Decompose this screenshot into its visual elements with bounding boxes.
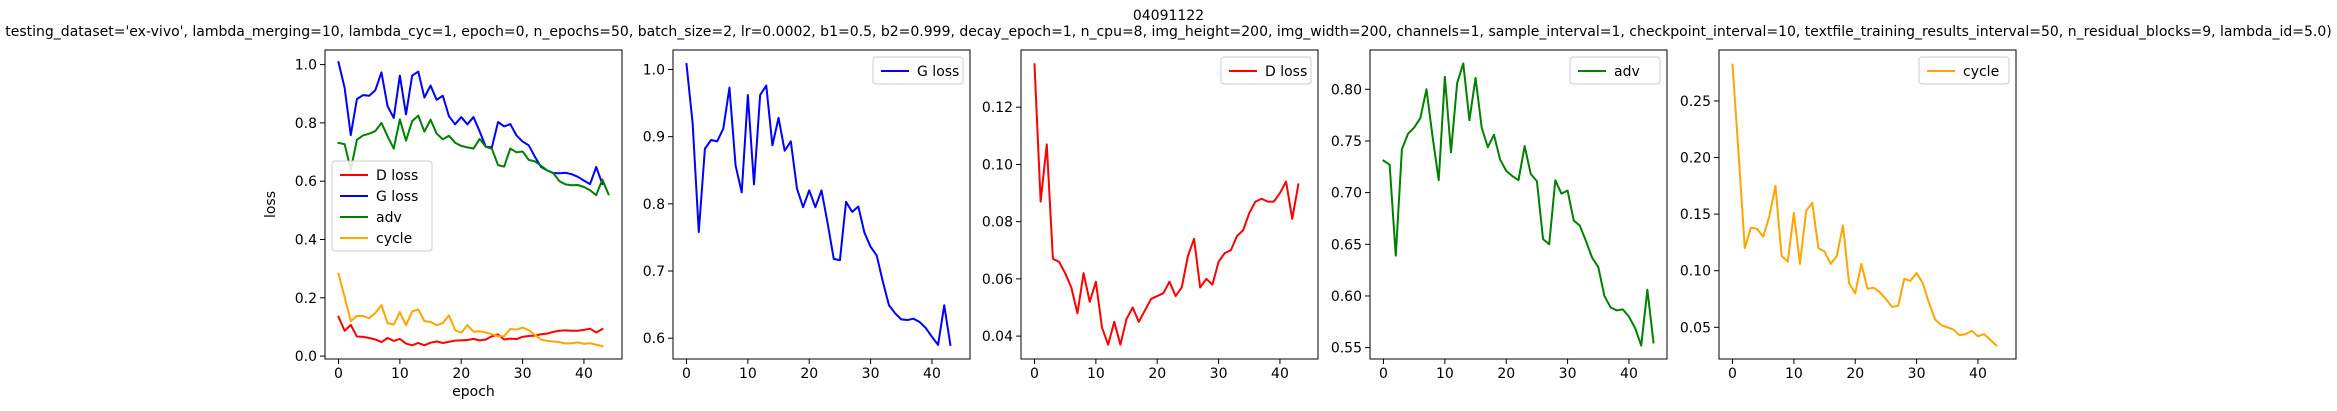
x-tick-label: 40 bbox=[1271, 366, 1289, 382]
series-line-g-loss bbox=[337, 61, 604, 186]
y-tick-label: 0.20 bbox=[1680, 151, 1711, 167]
y-tick-label: 0.8 bbox=[643, 197, 665, 213]
y-tick-label: 0.4 bbox=[295, 232, 317, 248]
x-tick-label: 40 bbox=[1620, 366, 1638, 382]
x-tick-label: 30 bbox=[862, 366, 880, 382]
series-line-d-loss bbox=[337, 315, 604, 347]
x-tick-label: 0 bbox=[1379, 366, 1388, 382]
x-tick-label: 0 bbox=[1030, 366, 1039, 382]
y-tick-label: 0.25 bbox=[1680, 94, 1711, 110]
x-tick-label: 20 bbox=[1846, 366, 1864, 382]
y-tick-label: 0.15 bbox=[1680, 207, 1711, 223]
y-tick-label: 0.7 bbox=[643, 264, 665, 280]
y-axis-label: loss bbox=[263, 191, 279, 218]
subplot-2: 0 10 20 30 40 0.6 0.7 0.8 0.9 1.0 G loss bbox=[643, 49, 971, 382]
legend-box bbox=[1569, 56, 1661, 85]
legend-entry: adv bbox=[376, 210, 402, 226]
legend-entry: cycle bbox=[1963, 64, 1999, 80]
y-tick-label: 0.06 bbox=[982, 272, 1013, 288]
legend-box bbox=[1918, 56, 2010, 85]
legend: adv bbox=[1569, 56, 1661, 85]
y-tick-label: 0.6 bbox=[295, 174, 317, 190]
x-tick-label: 30 bbox=[514, 366, 532, 382]
legend-entry: D loss bbox=[1265, 64, 1307, 80]
x-axis-label: epoch bbox=[452, 384, 495, 400]
legend-box bbox=[872, 56, 964, 85]
legend-box bbox=[331, 160, 433, 252]
y-tick-label: 0.05 bbox=[1680, 320, 1711, 336]
subplot-5: 0 10 20 30 40 0.05 0.10 0.15 0.20 0.25 cycle bbox=[1680, 49, 2017, 382]
y-tick-label: 0.10 bbox=[1680, 264, 1711, 280]
y-tick-label: 0.12 bbox=[982, 100, 1013, 116]
x-tick-label: 30 bbox=[1210, 366, 1228, 382]
subplot-4: 0 10 20 30 40 0.55 0.60 0.65 0.70 0.75 0.80 adv bbox=[1331, 49, 1668, 382]
legend-entry: D loss bbox=[376, 168, 418, 184]
figure-subtitle: testing_dataset='ex-vivo', lambda_mergin… bbox=[5, 24, 2332, 40]
x-tick-label: 20 bbox=[1148, 366, 1166, 382]
x-tick-label: 10 bbox=[739, 366, 757, 382]
y-tick-label: 0.70 bbox=[1331, 186, 1362, 202]
y-tick-label: 1.0 bbox=[295, 58, 317, 74]
series-line-d-loss bbox=[1033, 63, 1300, 346]
y-tick-label: 1.0 bbox=[643, 62, 665, 78]
x-tick-label: 30 bbox=[1908, 366, 1926, 382]
legend-entry: cycle bbox=[376, 231, 412, 247]
plot-frame bbox=[1369, 49, 1668, 360]
x-tick-label: 10 bbox=[391, 366, 409, 382]
plot-frame bbox=[324, 49, 623, 360]
y-tick-label: 0.10 bbox=[982, 157, 1013, 173]
series-line-cycle bbox=[337, 272, 604, 348]
y-tick-label: 0.75 bbox=[1331, 134, 1362, 150]
subplot-3: 0 10 20 30 40 0.04 0.06 0.08 0.10 0.12 D loss bbox=[982, 49, 1319, 382]
figure-title: 04091122 bbox=[1132, 8, 1205, 24]
series-line-adv bbox=[337, 114, 610, 197]
y-tick-label: 0.9 bbox=[643, 130, 665, 146]
plot-frame bbox=[1020, 49, 1319, 360]
x-tick-label: 20 bbox=[452, 366, 470, 382]
y-tick-label: 0.8 bbox=[295, 116, 317, 132]
y-tick-label: 0.6 bbox=[643, 331, 665, 347]
y-tick-label: 0.60 bbox=[1331, 289, 1362, 305]
x-tick-label: 40 bbox=[575, 366, 593, 382]
y-tick-label: 0.80 bbox=[1331, 82, 1362, 98]
x-tick-label: 0 bbox=[682, 366, 691, 382]
legend-box bbox=[1220, 56, 1312, 85]
legend: cycle bbox=[1918, 56, 2010, 85]
x-tick-label: 30 bbox=[1559, 366, 1577, 382]
x-tick-label: 0 bbox=[334, 366, 343, 382]
plot-frame bbox=[672, 49, 971, 360]
subplot-1: 0 10 20 30 40 0.0 0.2 0.4 0.6 0.8 1.0 epoch loss D lo… bbox=[263, 49, 623, 400]
y-tick-label: 0.04 bbox=[982, 329, 1013, 345]
x-tick-label: 20 bbox=[1497, 366, 1515, 382]
legend-entry: adv bbox=[1614, 64, 1640, 80]
legend: D loss G loss adv cycle bbox=[331, 160, 433, 252]
y-tick-label: 0.08 bbox=[982, 215, 1013, 231]
x-tick-label: 40 bbox=[923, 366, 941, 382]
legend: D loss bbox=[1220, 56, 1312, 85]
series-line-adv bbox=[1382, 62, 1655, 347]
y-tick-label: 0.65 bbox=[1331, 237, 1362, 253]
legend-entry: G loss bbox=[376, 189, 418, 205]
legend-entry: G loss bbox=[917, 64, 959, 80]
plot-frame bbox=[1718, 49, 2017, 360]
series-line-cycle bbox=[1731, 63, 1998, 347]
y-tick-label: 0.2 bbox=[295, 291, 317, 307]
x-tick-label: 10 bbox=[1785, 366, 1803, 382]
x-tick-label: 10 bbox=[1087, 366, 1105, 382]
series-line-g-loss bbox=[685, 63, 952, 347]
x-tick-label: 20 bbox=[800, 366, 818, 382]
y-tick-label: 0.0 bbox=[295, 349, 317, 365]
x-tick-label: 40 bbox=[1969, 366, 1987, 382]
x-tick-label: 0 bbox=[1728, 366, 1737, 382]
y-tick-label: 0.55 bbox=[1331, 341, 1362, 357]
x-tick-label: 10 bbox=[1436, 366, 1454, 382]
legend: G loss bbox=[872, 56, 964, 85]
